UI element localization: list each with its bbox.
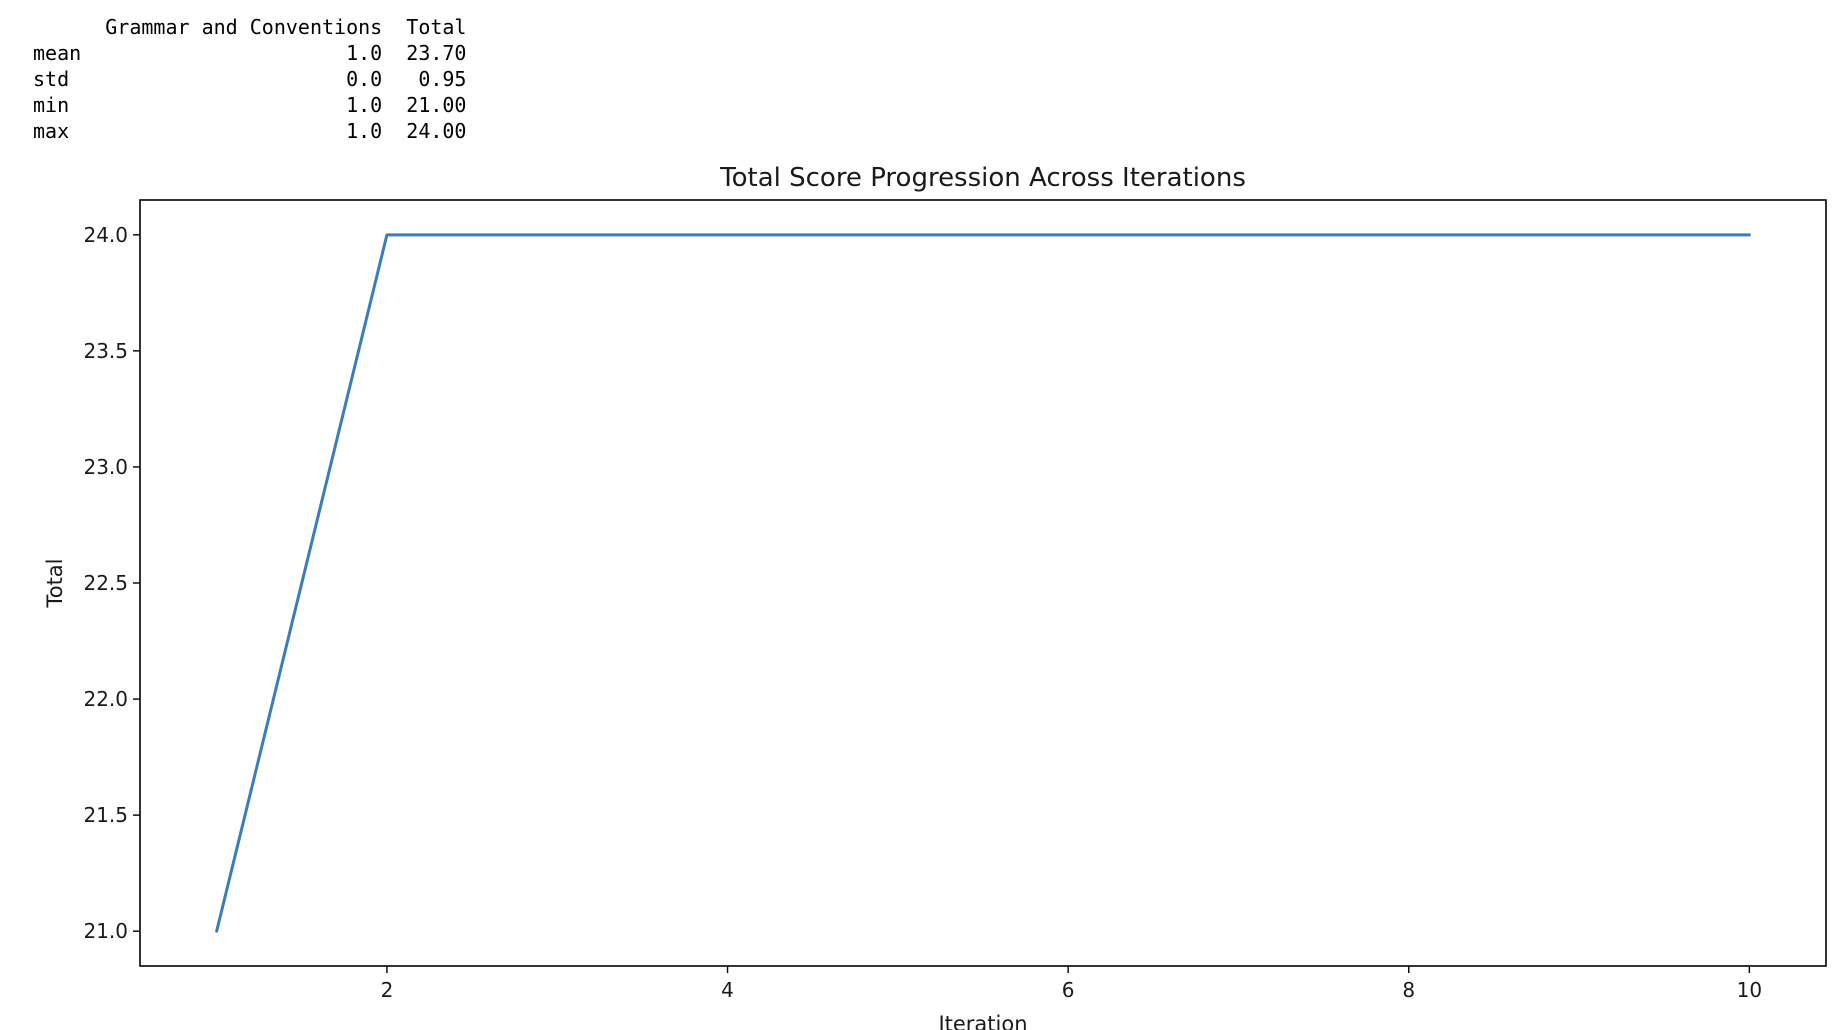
y-axis-label: Total: [43, 558, 67, 608]
series-layer: [215, 233, 1751, 933]
chart-title: Total Score Progression Across Iteration…: [719, 163, 1246, 193]
y-tick-label: 22.0: [83, 687, 128, 711]
y-tick-label: 22.5: [83, 571, 128, 595]
x-tick-label: 2: [381, 978, 394, 1002]
x-tick-label: 10: [1737, 978, 1762, 1002]
y-tick-label: 21.5: [83, 803, 128, 827]
plot-area-frame: [139, 199, 1827, 967]
summary-stats-table: Grammar and Conventions Total mean 1.0 2…: [33, 15, 467, 143]
y-tick-label: 23.5: [83, 339, 128, 363]
x-tick-label: 4: [721, 978, 734, 1002]
y-tick-label: 24.0: [83, 223, 128, 247]
series-line: [215, 233, 1751, 933]
x-tick-label: 8: [1402, 978, 1415, 1002]
x-axis-label: Iteration: [938, 1012, 1027, 1030]
x-tick-label: 6: [1062, 978, 1075, 1002]
y-axis: 21.0 21.5 22.0 22.5 23.0 23.5 24.0: [83, 223, 140, 943]
y-tick-label: 21.0: [83, 919, 128, 943]
y-tick-label: 23.0: [83, 455, 128, 479]
x-axis: 2 4 6 8 10: [381, 966, 1762, 1002]
